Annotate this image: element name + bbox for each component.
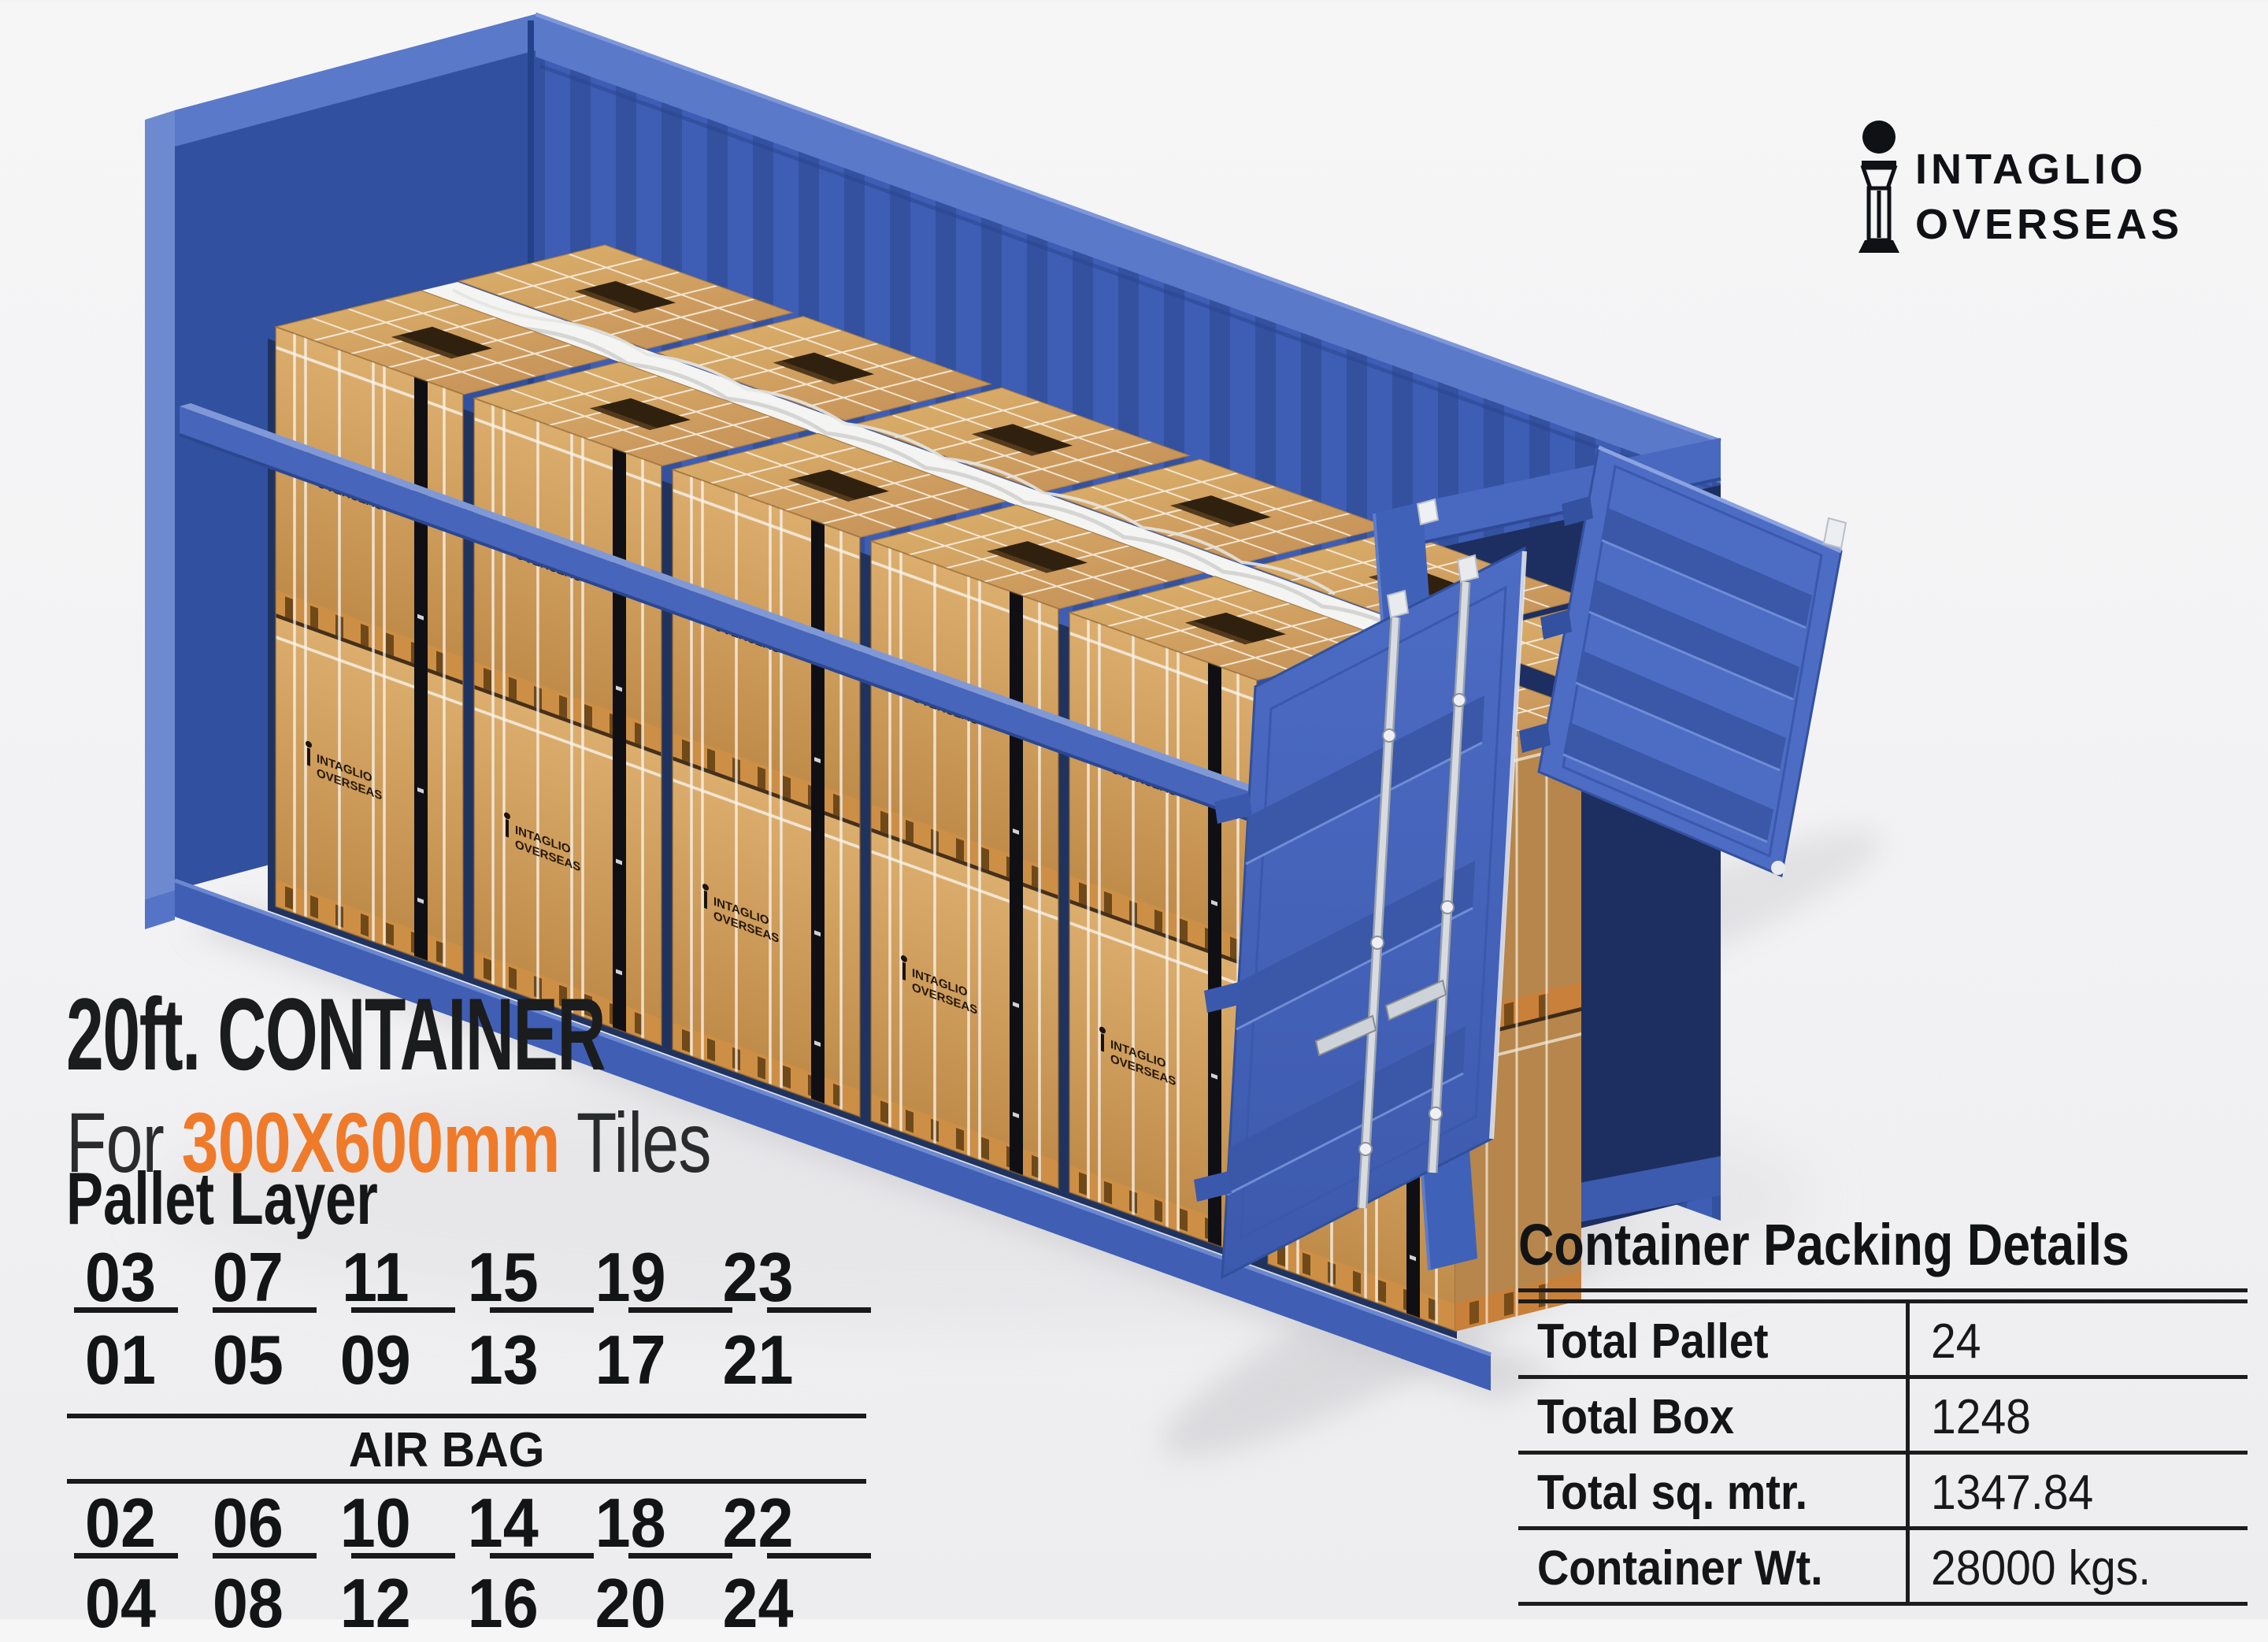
air-bag-label: AIR BAG — [348, 1423, 545, 1477]
fraction-bar — [767, 1553, 871, 1559]
pallet-number: 08 — [212, 1564, 284, 1642]
fraction-bar — [767, 1307, 871, 1313]
brand-logo: INTAGLIO OVERSEAS — [1855, 120, 2183, 260]
fraction-bar — [351, 1553, 455, 1559]
fraction-bar — [74, 1307, 178, 1313]
fraction-bars — [57, 1553, 888, 1559]
rod-handle — [1384, 979, 1447, 1021]
packing-row-value: 24 — [1931, 1314, 1981, 1369]
hinge-pin — [1822, 517, 1847, 550]
packing-row-label: Total Box — [1537, 1390, 1735, 1444]
pallet-number: 20 — [595, 1564, 666, 1642]
fraction-bars — [57, 1307, 888, 1313]
door-header — [1422, 438, 1721, 543]
fraction-bar — [74, 1553, 178, 1559]
table-line — [1518, 1451, 2248, 1455]
table-line — [1518, 1288, 2248, 1292]
packing-row-value: 1347.84 — [1931, 1466, 2094, 1520]
brand-name-line2: OVERSEAS — [1915, 201, 2184, 248]
packing-details-title: Container Packing Details — [1518, 1212, 2129, 1277]
pallet-number: 13 — [467, 1321, 539, 1399]
pallet-number: 14 — [467, 1484, 539, 1562]
table-line — [1518, 1602, 2248, 1606]
door-hinges — [1194, 793, 1252, 1202]
door-hinges — [1519, 496, 1593, 753]
title-line1: 20ft. CONTAINER — [66, 977, 606, 1092]
pallet-number: 21 — [722, 1321, 794, 1399]
pallet-number: 19 — [595, 1238, 666, 1316]
fraction-bar — [351, 1307, 455, 1313]
pallet-number: 05 — [212, 1321, 284, 1399]
pallet-row-1: 03 07 11 15 19 23 — [57, 1243, 822, 1312]
fraction-bar — [490, 1553, 594, 1559]
page-title: 20ft. CONTAINER — [66, 975, 606, 1093]
pallet-number: 16 — [467, 1564, 539, 1642]
table-line — [1518, 1299, 2248, 1303]
pallet-number: 09 — [339, 1321, 411, 1399]
subtitle-prefix: For — [66, 1095, 182, 1190]
fraction-bar — [213, 1307, 317, 1313]
pallet-number: 17 — [595, 1321, 666, 1399]
pallet-layer-heading: Pallet Layer — [66, 1157, 378, 1240]
door-lock-rods — [1314, 554, 1480, 1209]
pallet-row-3: 02 06 10 14 18 22 — [57, 1488, 822, 1558]
subtitle-suffix: Tiles — [559, 1095, 712, 1190]
divider-line — [67, 1479, 866, 1484]
pallet-number: 10 — [339, 1484, 411, 1562]
table-line — [1518, 1526, 2248, 1530]
pallet-number: 22 — [722, 1484, 794, 1562]
page-subtitle: For 300X600mm Tiles — [66, 1093, 711, 1192]
pallet-number: 03 — [84, 1238, 156, 1316]
pallet-row-2: 01 05 09 13 17 21 — [57, 1325, 822, 1395]
pallet-number: 23 — [722, 1238, 794, 1316]
packing-row-label: Total Pallet — [1537, 1314, 1769, 1369]
pallet-number: 24 — [722, 1564, 794, 1642]
open-door-near — [1194, 546, 1527, 1280]
packing-row-label: Container Wt. — [1537, 1541, 1823, 1596]
packing-row-label: Total sq. mtr. — [1537, 1466, 1808, 1520]
pallet-number: 01 — [84, 1321, 156, 1399]
tile-size-highlight: 300X600mm — [181, 1095, 561, 1190]
pallet-number: 18 — [595, 1484, 666, 1562]
bottom-front-rail — [174, 878, 1492, 1391]
pallet-number: 11 — [342, 1238, 410, 1316]
pallet-number: 06 — [212, 1484, 284, 1562]
hinge-pin — [1771, 861, 1785, 875]
divider-line — [67, 1414, 866, 1418]
fraction-bar — [628, 1553, 732, 1559]
pallet-number: 12 — [339, 1564, 411, 1642]
table-line — [1518, 1375, 2248, 1379]
open-door-right — [1519, 445, 1847, 878]
packing-row-value: 28000 kgs. — [1931, 1541, 2151, 1596]
rod-handle — [1314, 1014, 1377, 1057]
pallet-number: 07 — [212, 1238, 284, 1316]
pallet-row-4: 04 08 12 16 20 24 — [57, 1569, 822, 1638]
fraction-bar — [213, 1553, 317, 1559]
brand-name-line1: INTAGLIO — [1915, 146, 2147, 193]
airbag — [421, 282, 1450, 648]
pallet-number: 04 — [84, 1564, 156, 1642]
fraction-bar — [628, 1307, 732, 1313]
packing-row-value: 1248 — [1931, 1390, 2031, 1444]
pallet-number: 15 — [467, 1238, 539, 1316]
pallet-number: 02 — [84, 1484, 156, 1562]
pillar-icon — [1858, 120, 1899, 253]
fraction-bar — [490, 1307, 594, 1313]
